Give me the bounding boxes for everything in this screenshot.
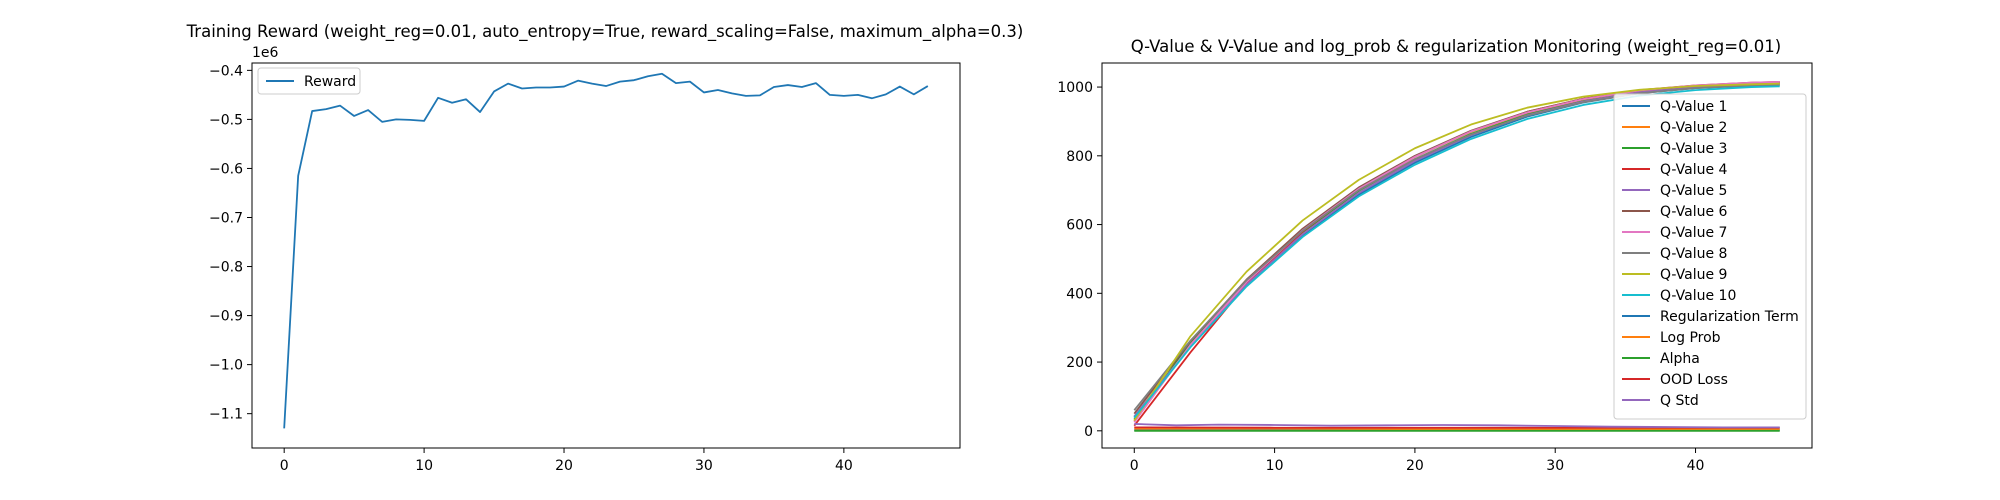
q-value-chart-legend-label: Q-Value 1 <box>1660 99 1727 115</box>
reward-chart-legend: Reward <box>257 67 361 95</box>
q-value-chart-x-tick-label: 30 <box>1546 458 1564 474</box>
reward-chart-axes-frame <box>251 62 961 449</box>
reward-chart-offset-text: 1e6 <box>252 45 279 61</box>
reward-chart-y-tick-label: −0.4 <box>209 63 243 79</box>
reward-chart-x-tick-label: 0 <box>280 458 289 474</box>
q-value-chart-legend-label: Q-Value 9 <box>1660 267 1727 283</box>
reward-chart-series-reward <box>283 72 929 429</box>
q-value-chart-x-tick-label: 40 <box>1687 458 1705 474</box>
q-value-chart-legend-label: Alpha <box>1660 351 1700 367</box>
q-value-chart-y-tick-label: 400 <box>1066 286 1093 302</box>
reward-chart-x-tick-label: 20 <box>555 458 573 474</box>
q-value-chart-legend-label: Q-Value 2 <box>1660 120 1727 136</box>
q-value-chart-y-tick-label: 0 <box>1084 424 1093 440</box>
q-value-monitoring-chart: Q-Value & V-Value and log_prob & regular… <box>1057 37 1813 474</box>
reward-chart-title: Training Reward (weight_reg=0.01, auto_e… <box>186 22 1024 42</box>
q-value-chart-legend-label: Q-Value 3 <box>1660 141 1727 157</box>
reward-chart: Training Reward (weight_reg=0.01, auto_e… <box>186 22 1024 474</box>
q-value-chart-legend-label: Regularization Term <box>1660 309 1799 325</box>
reward-chart-y-tick-label: −1.1 <box>209 407 243 423</box>
reward-chart-y-tick-label: −0.7 <box>209 210 243 226</box>
q-value-chart-title: Q-Value & V-Value and log_prob & regular… <box>1131 37 1782 57</box>
q-value-chart-series-q-std <box>1134 423 1780 429</box>
reward-chart-plot-area <box>283 72 929 429</box>
q-value-chart-series-q-value-9 <box>1133 82 1780 421</box>
reward-chart-legend-box <box>257 67 361 95</box>
reward-chart-ticks: 0 10 20 30 40 −1.1 −1.0 −0.9 −0.8 −0.7 −0.6 −0.5 −0.… <box>209 63 853 474</box>
q-value-chart-legend-label: Q-Value 4 <box>1660 162 1728 178</box>
reward-chart-x-tick-label: 10 <box>415 458 433 474</box>
reward-chart-y-tick-label: −0.8 <box>209 260 243 276</box>
q-value-chart-series-q-value-8 <box>1133 83 1780 411</box>
reward-chart-y-tick-label: −0.5 <box>209 112 243 128</box>
q-value-chart-plot-area <box>1133 81 1780 432</box>
q-value-chart-series-q-value-10 <box>1133 85 1780 419</box>
q-value-chart-legend-label: Q-Value 6 <box>1660 204 1728 220</box>
reward-chart-legend-label: Reward <box>304 74 356 90</box>
q-value-chart-legend-label: Q-Value 5 <box>1660 183 1727 199</box>
q-value-chart-legend-label: Q-Value 7 <box>1660 225 1727 241</box>
reward-chart-y-tick-label: −0.6 <box>209 161 243 177</box>
q-value-chart-legend-label: Q-Value 10 <box>1660 288 1736 304</box>
q-value-chart-axes-frame <box>1101 62 1813 449</box>
q-value-chart-y-tick-label: 200 <box>1066 355 1093 371</box>
reward-chart-x-tick-label: 30 <box>695 458 713 474</box>
reward-chart-x-tick-label: 40 <box>835 458 853 474</box>
reward-chart-y-tick-label: −1.0 <box>209 358 243 374</box>
q-value-chart-y-tick-label: 800 <box>1066 149 1093 165</box>
q-value-chart-legend-label: Log Prob <box>1660 330 1721 346</box>
q-value-chart-legend-label: Q Std <box>1660 393 1699 409</box>
q-value-chart-y-tick-label: 600 <box>1066 218 1093 234</box>
q-value-chart-legend-box <box>1613 93 1807 420</box>
q-value-chart-legend-label: OOD Loss <box>1660 372 1728 388</box>
q-value-chart-x-tick-label: 0 <box>1130 458 1139 474</box>
q-value-chart-x-tick-label: 20 <box>1406 458 1424 474</box>
reward-chart-y-tick-label: −0.9 <box>209 309 243 325</box>
q-value-chart-x-tick-label: 10 <box>1266 458 1284 474</box>
q-value-chart-legend: Q-Value 1 Q-Value 2 Q-Value 3 Q-Value 4 Q-Va… <box>1613 93 1807 420</box>
q-value-chart-y-tick-label: 1000 <box>1057 80 1093 96</box>
q-value-chart-legend-label: Q-Value 8 <box>1660 246 1727 262</box>
